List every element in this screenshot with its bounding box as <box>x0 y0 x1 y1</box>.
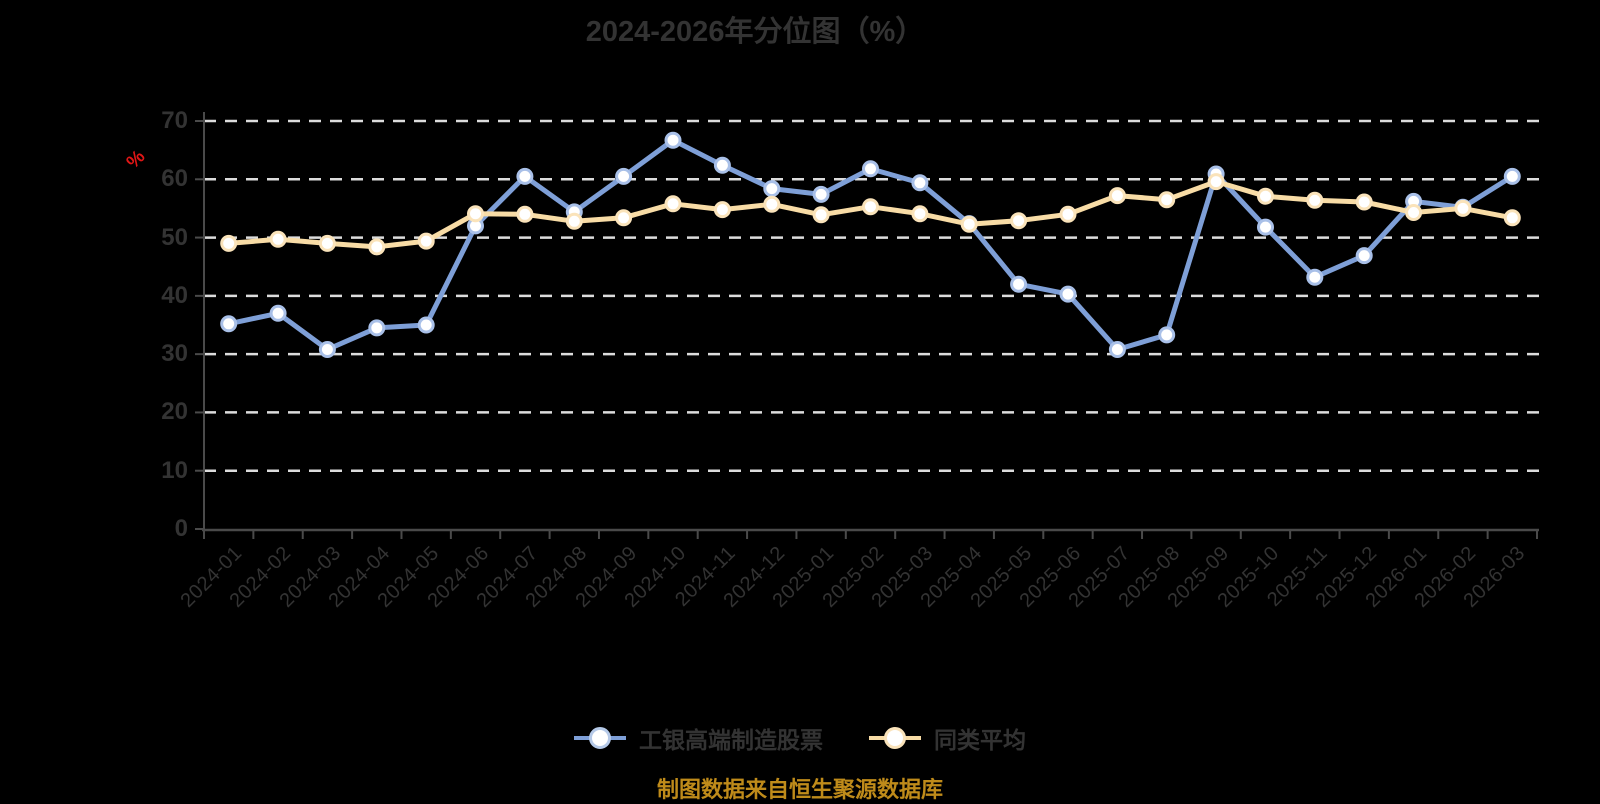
data-point-marker <box>269 230 287 248</box>
data-point-marker <box>1010 275 1028 293</box>
data-point-marker <box>911 205 929 223</box>
data-point-marker <box>1158 191 1176 209</box>
legend: 工银高端制造股票 同类平均 <box>0 720 1600 756</box>
data-point-marker <box>1059 285 1077 303</box>
data-point-marker <box>615 209 633 227</box>
data-point-marker <box>565 212 583 230</box>
data-point-marker <box>318 234 336 252</box>
data-point-marker <box>1306 191 1324 209</box>
legend-marker-average-icon <box>869 727 921 749</box>
data-point-marker <box>713 201 731 219</box>
data-point-marker <box>664 131 682 149</box>
data-point-marker <box>763 195 781 213</box>
data-point-marker <box>1503 209 1521 227</box>
data-point-marker <box>220 234 238 252</box>
y-axis-tick-label: 0 <box>174 515 188 542</box>
data-point-marker <box>368 238 386 256</box>
y-axis-tick-label: 30 <box>161 340 188 368</box>
legend-item-average[interactable]: 同类平均 <box>869 721 1026 755</box>
data-point-marker <box>318 341 336 358</box>
data-point-marker <box>1158 326 1176 344</box>
y-axis-tick-label: 10 <box>161 456 188 484</box>
data-point-marker <box>1355 247 1373 265</box>
data-point-marker <box>862 160 879 178</box>
legend-marker-fund-icon <box>574 727 626 749</box>
data-point-marker <box>960 215 978 233</box>
data-point-marker <box>812 206 830 224</box>
data-source-caption: 制图数据来自恒生聚源数据库 <box>656 777 943 802</box>
data-point-marker <box>615 167 633 185</box>
legend-item-fund[interactable]: 工银高端制造股票 <box>574 721 823 755</box>
legend-label-average: 同类平均 <box>934 727 1026 753</box>
data-point-marker <box>1454 199 1472 217</box>
data-point-marker <box>1257 187 1274 205</box>
data-point-marker <box>516 205 534 223</box>
data-point-marker <box>417 316 435 334</box>
data-point-marker <box>417 232 435 250</box>
y-axis-tick-label: 60 <box>161 165 188 193</box>
data-point-marker <box>911 174 929 192</box>
data-point-marker <box>1010 212 1028 230</box>
data-point-marker <box>1257 218 1274 236</box>
y-axis-tick-label: 50 <box>161 223 188 251</box>
data-point-marker <box>1503 167 1521 185</box>
data-point-marker <box>713 156 731 174</box>
data-point-marker <box>368 319 386 337</box>
data-point-marker <box>1306 268 1324 286</box>
y-axis-tick-label: 40 <box>161 281 188 309</box>
chart-title: 2024-2026年分位图（%） <box>585 16 925 48</box>
data-point-marker <box>1355 193 1373 211</box>
data-point-marker <box>1059 205 1077 223</box>
data-point-marker <box>1405 204 1423 221</box>
data-point-marker <box>1108 187 1126 205</box>
data-point-marker <box>516 167 534 185</box>
data-point-marker <box>1207 173 1225 191</box>
data-point-marker <box>467 205 484 223</box>
y-axis-tick-label: 70 <box>161 107 188 134</box>
y-axis-tick-label: 20 <box>161 398 188 426</box>
data-point-marker <box>812 185 830 203</box>
data-point-marker <box>862 198 879 216</box>
data-point-marker <box>664 195 682 213</box>
data-point-marker <box>269 304 287 322</box>
data-point-marker <box>1108 341 1126 358</box>
data-point-marker <box>220 315 238 333</box>
legend-label-fund: 工银高端制造股票 <box>639 727 823 753</box>
data-point-marker <box>763 180 781 198</box>
